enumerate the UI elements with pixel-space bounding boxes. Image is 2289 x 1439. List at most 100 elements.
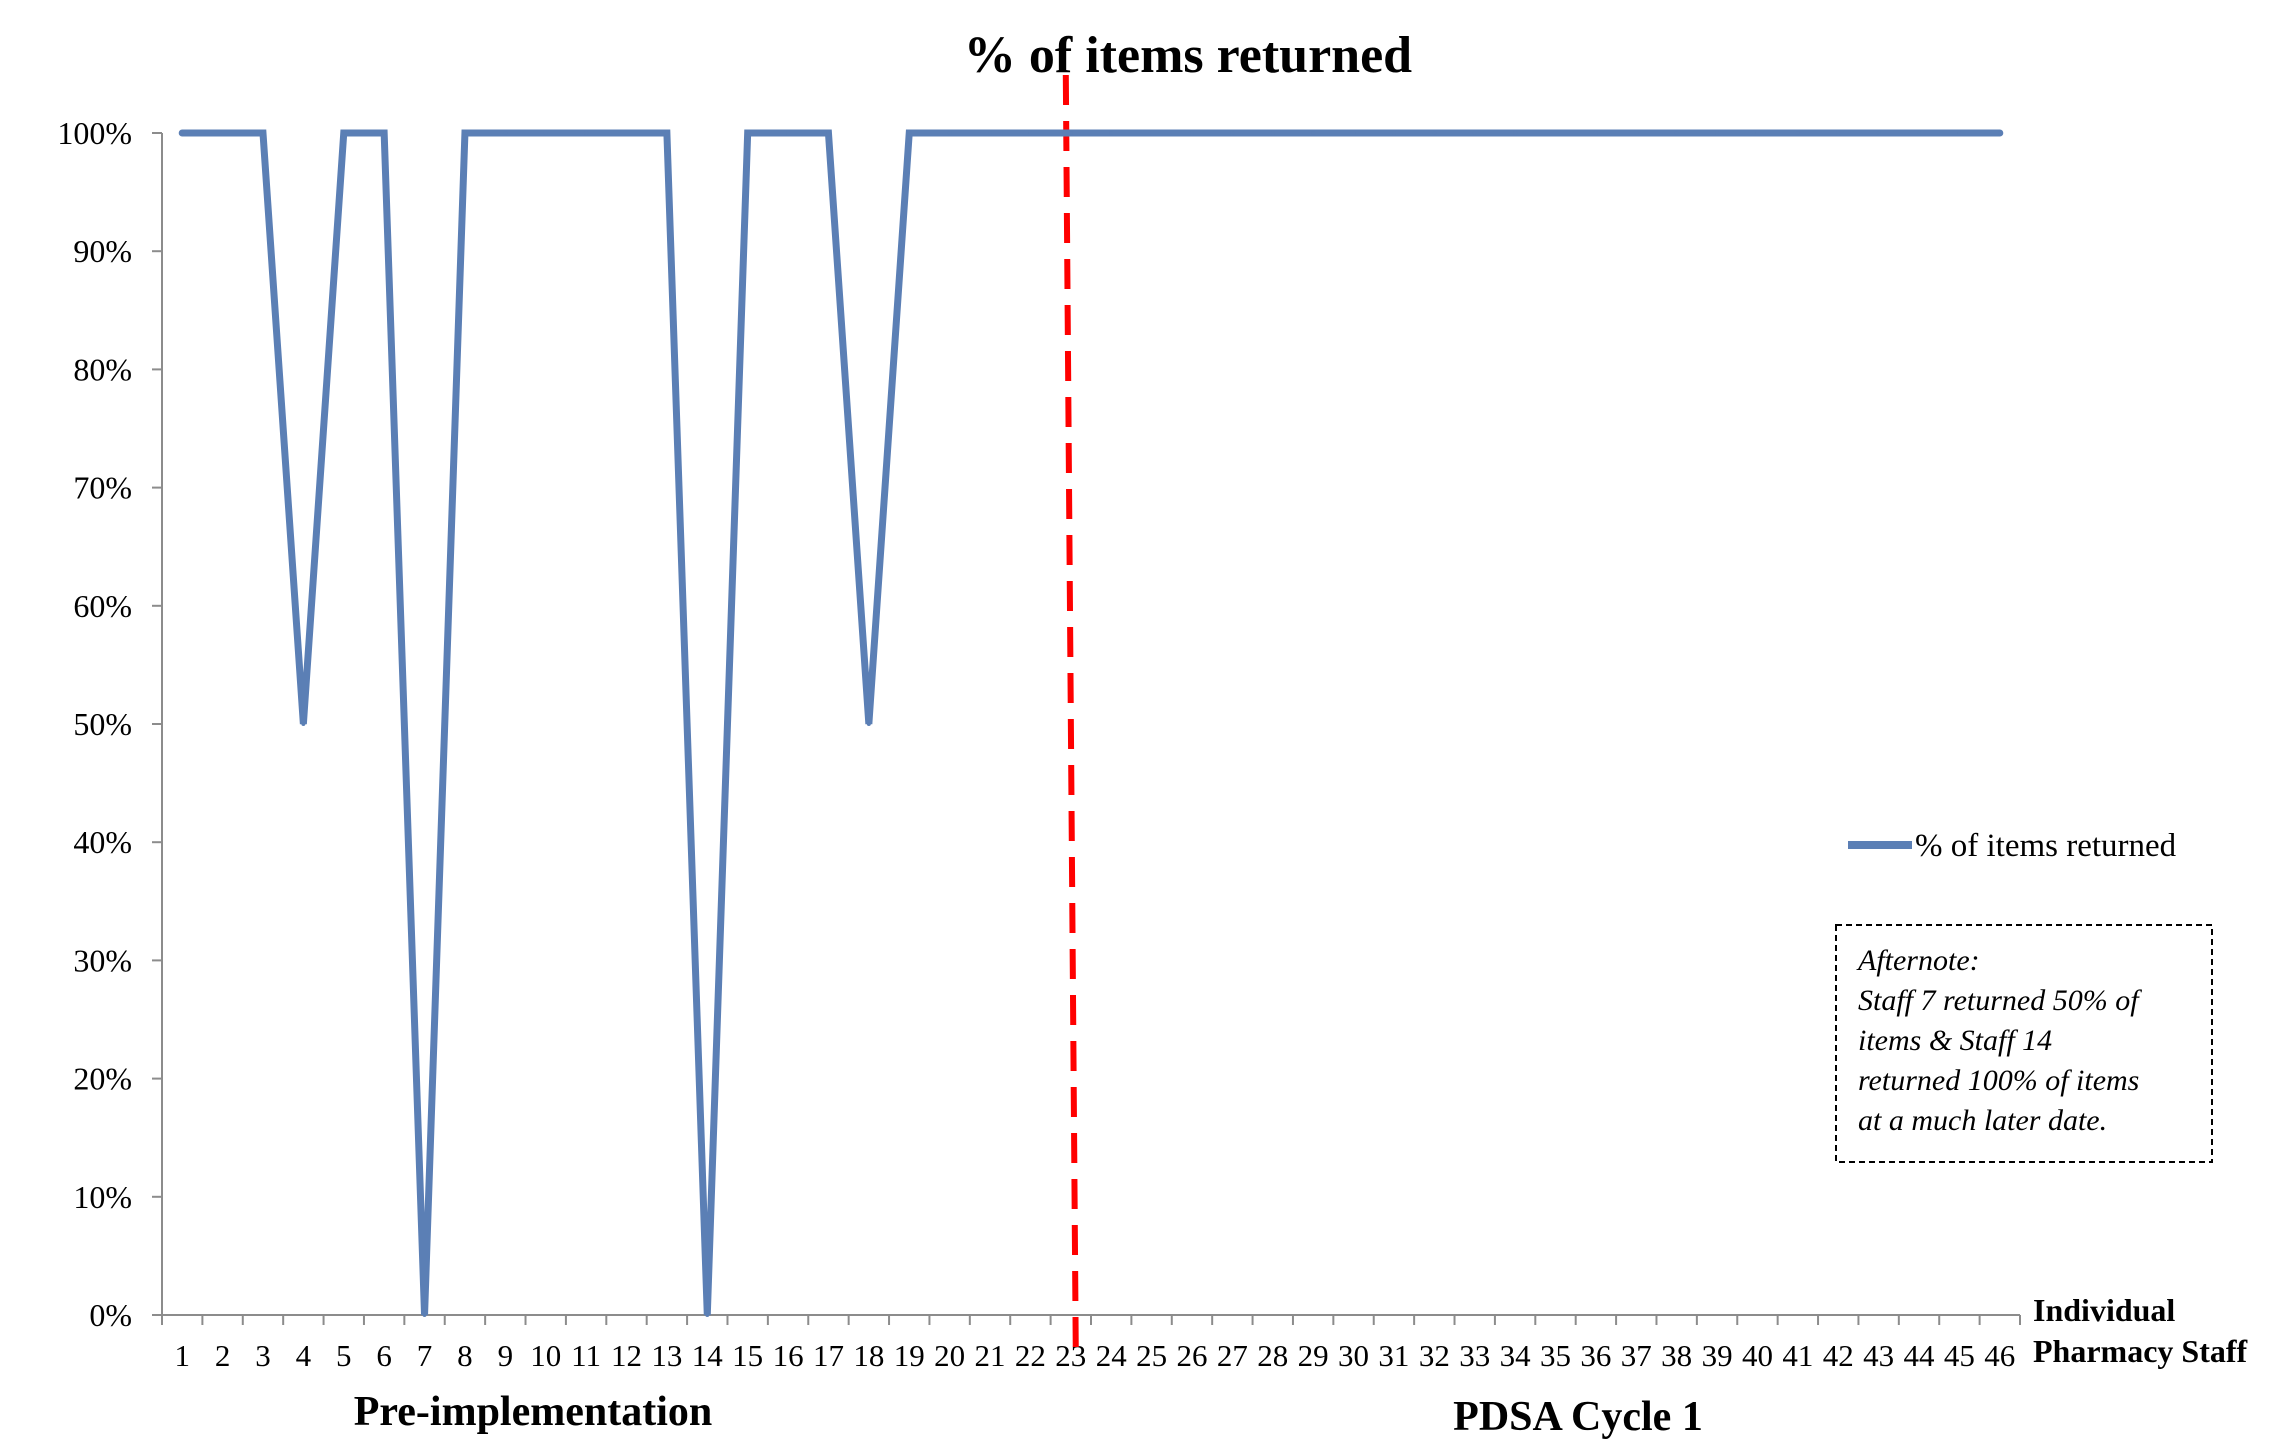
data-point [624, 131, 629, 135]
data-point [947, 131, 952, 135]
data-point [260, 131, 265, 135]
x-tick-label: 39 [1702, 1338, 1733, 1373]
x-tick-label: 31 [1378, 1338, 1409, 1373]
x-tick-label: 24 [1096, 1338, 1128, 1373]
x-tick-label: 6 [376, 1338, 392, 1373]
data-point [1270, 131, 1275, 135]
data-point [1391, 131, 1396, 135]
x-tick-label: 37 [1621, 1338, 1652, 1373]
data-point [1068, 131, 1073, 135]
x-tick-label: 44 [1904, 1338, 1936, 1373]
x-tick-label: 10 [530, 1338, 561, 1373]
y-tick-label: 10% [73, 1179, 132, 1215]
y-axis: 0% 10% 20% 30% 40% 50% 60% 70% 80% 90% 100% [57, 115, 163, 1333]
data-point [745, 131, 750, 135]
x-tick-label: 45 [1944, 1338, 1975, 1373]
x-tick-label: 46 [1984, 1338, 2015, 1373]
data-point [1149, 131, 1154, 135]
afternote-line: Staff 7 returned 50% of [1858, 984, 2142, 1017]
x-tick-label: 20 [934, 1338, 965, 1373]
x-tick-label: 26 [1176, 1338, 1207, 1373]
x-axis-label-line1: Individual [2033, 1292, 2175, 1328]
data-point [1755, 131, 1760, 135]
data-point [1513, 131, 1518, 135]
x-tick-label: 12 [611, 1338, 642, 1373]
data-point [866, 722, 871, 726]
data-point [1876, 131, 1881, 135]
afternote-border [1835, 924, 2213, 1163]
y-tick-label: 100% [57, 115, 132, 151]
x-tick-label: 2 [215, 1338, 231, 1373]
x-tick-label: 8 [457, 1338, 473, 1373]
afternote-line: returned 100% of items [1858, 1064, 2139, 1097]
x-tick-label: 5 [336, 1338, 352, 1373]
x-tick-label: 3 [255, 1338, 271, 1373]
phase-divider-line [1062, 74, 1079, 1356]
data-point [1189, 131, 1194, 135]
x-axis-label-line2: Pharmacy Staff [2033, 1333, 2248, 1369]
data-point [584, 131, 589, 135]
data-point [180, 131, 185, 135]
y-tick-label: 70% [73, 470, 132, 506]
data-point [220, 131, 225, 135]
data-point [664, 131, 669, 135]
x-tick-label: 25 [1136, 1338, 1167, 1373]
y-tick-label: 20% [73, 1061, 132, 1097]
data-point [1836, 131, 1841, 135]
x-tick-label: 36 [1580, 1338, 1611, 1373]
x-tick-label: 9 [498, 1338, 514, 1373]
x-tick-label: 29 [1298, 1338, 1329, 1373]
data-point [1472, 131, 1477, 135]
x-tick-label: 23 [1055, 1338, 1086, 1373]
y-tick-label: 30% [73, 942, 132, 978]
x-tick-label: 32 [1419, 1338, 1450, 1373]
x-axis: 1 2 3 4 5 6 7 8 9 10 11 12 13 14 15 16 17 18 19 20 21 22 23 24 2… [161, 1314, 2021, 1373]
y-tick-label: 80% [73, 351, 132, 387]
data-point [1230, 131, 1235, 135]
afternote-line: items & Staff 14 [1858, 1024, 2052, 1057]
data-point [382, 131, 387, 135]
x-tick-label: 11 [571, 1338, 601, 1373]
y-tick-label: 50% [73, 706, 132, 742]
x-tick-label: 38 [1661, 1338, 1692, 1373]
y-tick-label: 0% [89, 1297, 132, 1333]
data-point [1028, 131, 1033, 135]
x-tick-label: 34 [1500, 1338, 1532, 1373]
legend: % of items returned [1848, 828, 2177, 864]
x-tick-label: 18 [853, 1338, 884, 1373]
x-tick-label: 41 [1782, 1338, 1813, 1373]
x-tick-label: 17 [813, 1338, 844, 1373]
data-point [1311, 131, 1316, 135]
x-tick-label: 14 [692, 1338, 724, 1373]
data-point [826, 131, 831, 135]
x-tick-label: 4 [296, 1338, 312, 1373]
y-tick-label: 90% [73, 233, 132, 269]
data-point [1715, 131, 1720, 135]
phase-label-pdsa: PDSA Cycle 1 [1453, 1394, 1703, 1439]
x-tick-label: 22 [1015, 1338, 1046, 1373]
x-tick-label: 40 [1742, 1338, 1773, 1373]
phase-divider-layer [1062, 74, 1079, 1356]
data-point [1917, 131, 1922, 135]
x-tick-label: 19 [894, 1338, 925, 1373]
legend-label: % of items returned [1915, 828, 2177, 864]
x-tick-label: 16 [773, 1338, 804, 1373]
x-tick-label: 42 [1823, 1338, 1854, 1373]
data-point [786, 131, 791, 135]
data-point [462, 131, 467, 135]
x-tick-label: 43 [1863, 1338, 1894, 1373]
x-tick-label: 33 [1459, 1338, 1490, 1373]
data-point [341, 131, 346, 135]
afternote-line: Afternote: [1856, 944, 1980, 977]
series-layer [178, 129, 2004, 1317]
data-point [1351, 131, 1356, 135]
phase-label-pre: Pre-implementation [354, 1389, 712, 1435]
x-tick-label: 13 [651, 1338, 682, 1373]
data-point [1795, 131, 1800, 135]
data-point [988, 131, 993, 135]
data-point [1634, 131, 1639, 135]
data-point [1593, 131, 1598, 135]
data-point [705, 1313, 710, 1317]
x-tick-label: 28 [1257, 1338, 1288, 1373]
